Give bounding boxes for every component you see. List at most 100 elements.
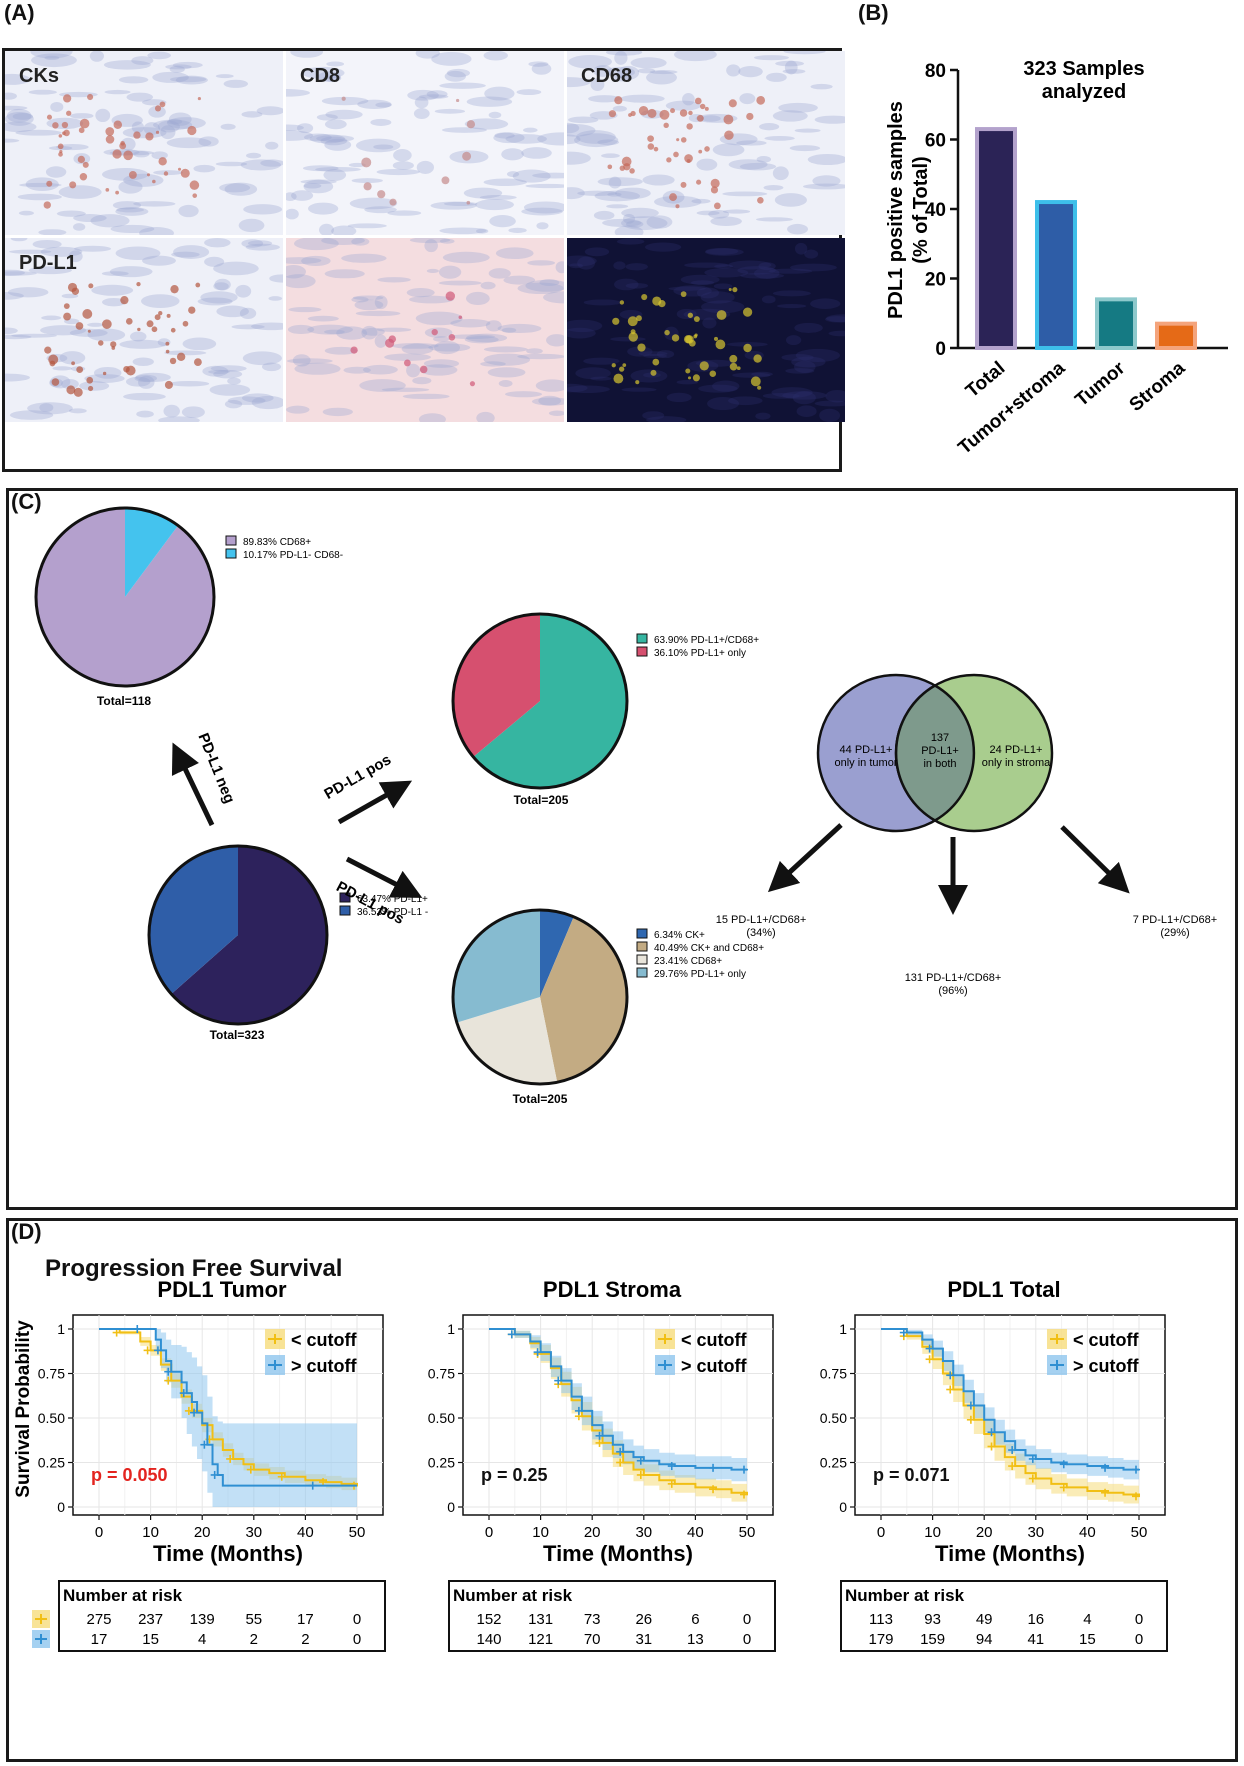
bar	[975, 127, 1017, 350]
tissue-fiber	[621, 207, 659, 219]
flow-arrow	[337, 780, 413, 825]
stain-spot	[46, 114, 53, 120]
flow-arrow	[1060, 825, 1130, 894]
tissue-fiber	[483, 353, 531, 366]
tissue-fiber	[597, 139, 620, 146]
tissue-fiber	[781, 354, 814, 361]
stain-spot	[377, 190, 386, 199]
pie-outline	[147, 844, 329, 1026]
tissue-fiber	[584, 247, 610, 257]
tissue-fiber	[160, 125, 176, 140]
x-tick-label: 0	[485, 1524, 493, 1541]
tissue-fiber	[50, 101, 64, 112]
stain-spot	[742, 307, 753, 317]
tissue-fiber	[593, 65, 613, 77]
tissue-fiber	[297, 123, 314, 134]
x-tick-label: 30	[1027, 1524, 1044, 1541]
tissue-fiber	[138, 375, 155, 389]
tissue-fiber	[215, 161, 248, 167]
tissue-fiber	[307, 315, 339, 322]
stain-spot	[628, 332, 639, 342]
tissue-fiber	[125, 376, 151, 387]
stain-spot	[704, 146, 710, 152]
tissue-fiber	[485, 320, 502, 332]
tissue-fiber	[625, 282, 649, 289]
tissue-fiber	[418, 413, 446, 422]
stain-spot	[79, 118, 90, 129]
tissue-fiber	[157, 120, 180, 133]
tissue-fiber	[286, 405, 310, 414]
stain-spot	[692, 374, 700, 382]
outcome-label: (34%)	[746, 927, 775, 939]
panel-c-diagram: 89.83% CD68+ 10.17% PD-L1- CD68- Total=118…	[34, 506, 1217, 1106]
tissue-fiber	[32, 239, 62, 249]
risk-table-cell: 4	[198, 1631, 206, 1648]
stain-spot	[686, 123, 693, 130]
x-tick-label: 50	[1131, 1524, 1148, 1541]
tissue-fiber	[349, 197, 398, 210]
y-tick-label: 0.25	[38, 1455, 65, 1471]
tissue-fiber	[498, 380, 513, 387]
stain-spot	[676, 138, 680, 142]
stain-spot	[607, 164, 613, 170]
tissue-fiber	[751, 371, 773, 377]
tissue-fiber	[646, 70, 677, 85]
stain-spot	[63, 303, 70, 310]
stain-spot	[623, 163, 631, 171]
tissue-fiber	[531, 62, 552, 75]
tissue-fiber	[536, 222, 549, 230]
tissue-fiber	[377, 277, 411, 283]
tissue-fiber	[115, 207, 149, 216]
risk-table-cell: 0	[353, 1611, 361, 1628]
micrograph-tile: CKs	[5, 51, 283, 235]
tissue-fiber	[737, 266, 776, 275]
tissue-fiber	[665, 100, 701, 111]
pie-slice	[452, 910, 540, 1023]
stain-spot	[666, 157, 672, 163]
tissue-fiber	[690, 280, 715, 286]
tissue-fiber	[5, 73, 31, 85]
stain-spot	[750, 376, 761, 387]
stain-spot	[187, 125, 197, 136]
tissue-fiber	[375, 102, 392, 108]
tissue-fiber	[776, 304, 807, 309]
tissue-fiber	[102, 297, 126, 307]
risk-table-cell: 140	[476, 1631, 501, 1648]
legend-label: 23.41% CD68+	[654, 956, 722, 967]
tissue-fiber	[567, 255, 597, 267]
tissue-fiber	[627, 346, 653, 357]
tissue-fiber	[220, 123, 236, 130]
tissue-fiber	[505, 134, 547, 144]
x-axis-label: Time (Months)	[153, 1541, 303, 1566]
tissue-fiber	[590, 78, 605, 92]
flow-arrow	[345, 856, 423, 898]
risk-table-cell: 237	[138, 1611, 163, 1628]
tissue-fiber	[223, 79, 248, 88]
tissue-fiber	[775, 60, 804, 67]
tissue-fiber	[696, 210, 720, 216]
tissue-fiber	[597, 177, 643, 187]
tissue-fiber	[197, 297, 233, 306]
tissue-fiber	[110, 224, 155, 234]
confidence-band	[99, 1329, 357, 1507]
stain-spot	[151, 326, 158, 333]
tissue-fiber	[407, 89, 439, 101]
tissue-fiber	[785, 335, 802, 346]
risk-table-cell: 152	[476, 1611, 501, 1628]
pie-total-label: Total=205	[514, 793, 569, 807]
stain-spot	[193, 358, 202, 367]
tissue-fiber	[169, 380, 210, 387]
tissue-fiber	[567, 124, 596, 137]
stain-spot	[63, 94, 72, 103]
tissue-fiber	[320, 136, 348, 146]
tissue-fiber	[702, 317, 717, 329]
tissue-fiber	[569, 263, 583, 269]
tissue-fiber	[362, 364, 398, 375]
tissue-fiber	[430, 201, 477, 210]
stain-spot	[73, 387, 83, 397]
risk-table-cell: 16	[1027, 1611, 1044, 1628]
stain-spot	[112, 149, 122, 159]
tissue-fiber	[153, 170, 183, 176]
tissue-fiber	[754, 267, 780, 279]
stain-spot	[75, 322, 84, 330]
